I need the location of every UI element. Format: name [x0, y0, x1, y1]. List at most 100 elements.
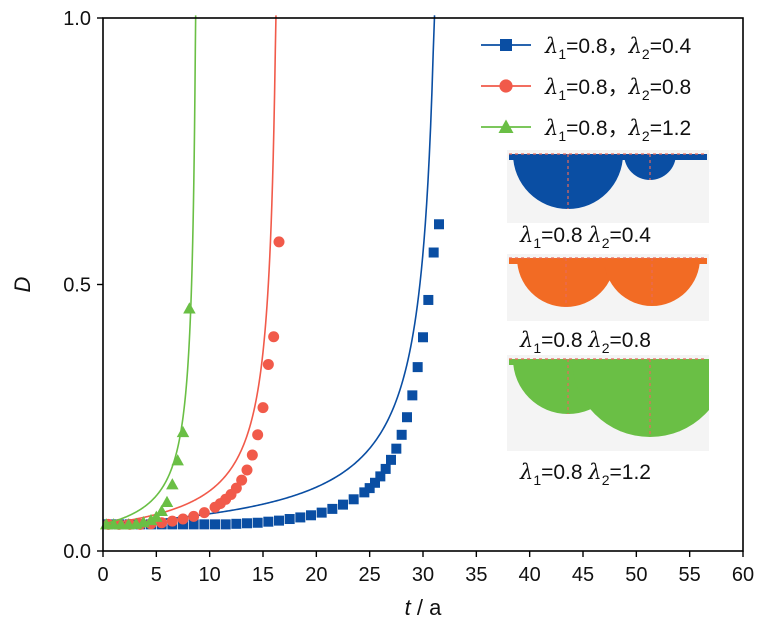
- cavity-top: [509, 258, 707, 264]
- series-3-point: [150, 510, 163, 522]
- series-3-point: [176, 425, 190, 438]
- cavity-top: [509, 154, 707, 160]
- x-tick-label: 5: [151, 564, 162, 586]
- series-3-point: [144, 513, 158, 526]
- inset-caption: λ1=0.8 λ2=1.2: [519, 460, 651, 488]
- series-1-point: [375, 471, 386, 482]
- series-2-point: [241, 464, 253, 476]
- series-1-point: [252, 517, 263, 528]
- geometry-inset-1: λ1=0.8 λ2=0.4: [507, 150, 709, 251]
- geometry-inset-3: λ1=0.8 λ2=1.2: [507, 355, 709, 488]
- cavity-top: [509, 359, 709, 365]
- x-tick-label: 0: [97, 564, 108, 586]
- legend-marker: [499, 79, 513, 93]
- y-tick-label: 0.0: [63, 541, 91, 563]
- inset-caption: λ1=0.8 λ2=0.4: [519, 223, 651, 251]
- series-1-point: [199, 519, 210, 530]
- legend: λ1=0.8，λ2=0.4 λ1=0.8，λ2=0.8 λ1=0.8，λ2=1.2: [481, 34, 691, 144]
- series-2-point: [177, 513, 189, 525]
- series-1-point: [364, 483, 375, 494]
- series-1-point: [418, 332, 428, 343]
- series-1-point: [231, 518, 242, 529]
- series-1-point: [370, 477, 380, 488]
- inset-caption: λ1=0.8 λ2=0.8: [519, 328, 651, 356]
- legend-entry-2: λ1=0.8，λ2=0.8: [481, 75, 691, 103]
- series-2-point: [246, 449, 258, 461]
- series-3-line: [102, 15, 197, 526]
- y-tick-label: 0.5: [63, 275, 91, 297]
- series-3: [99, 15, 197, 530]
- legend-entry-3: λ1=0.8，λ2=1.2: [481, 116, 691, 144]
- series-2-line: [102, 15, 277, 526]
- x-tick-label: 35: [465, 564, 487, 586]
- geometry-insets: λ1=0.8 λ2=0.4 λ1=0.8 λ2=0.8 λ1=0.8 λ2=1.2: [507, 150, 709, 488]
- series-2-point: [252, 429, 264, 441]
- axes-layer: 0 5 10 15 20 25 30 35 40 45 50 55 60 0.0 0.5 1.0 t / a D: [10, 8, 754, 620]
- legend-label: λ1=0.8，λ2=1.2: [544, 116, 691, 144]
- series-2-point: [166, 515, 178, 527]
- series-1-point: [316, 507, 327, 518]
- series-1-point: [263, 516, 274, 527]
- series-3-point: [166, 478, 179, 490]
- series-1-point: [220, 519, 231, 530]
- cavity-arc-2: [572, 359, 709, 437]
- cavity-arc-1: [517, 258, 615, 307]
- series-1-point: [284, 514, 295, 525]
- cavity-shape: [509, 154, 707, 209]
- x-tick-label: 20: [305, 564, 327, 586]
- series-1-point: [396, 429, 407, 440]
- geometry-inset-2: λ1=0.8 λ2=0.8: [507, 254, 709, 356]
- series-1-point: [274, 515, 284, 526]
- series-2-point: [236, 474, 248, 486]
- series-1-point: [359, 487, 370, 498]
- x-tick-label: 55: [679, 564, 701, 586]
- series-3-point: [155, 504, 168, 517]
- series-2-point: [257, 402, 269, 414]
- series-2-point: [262, 358, 274, 370]
- series-1-point: [412, 362, 423, 373]
- series-1-point: [428, 247, 439, 258]
- series-1-point: [391, 443, 402, 454]
- series-2-point: [273, 236, 285, 248]
- series-1-point: [188, 519, 199, 530]
- y-axis-title: D: [10, 276, 35, 292]
- series-1-point: [380, 463, 391, 474]
- legend-label: λ1=0.8，λ2=0.8: [544, 75, 691, 103]
- x-axis-title: t / a: [405, 595, 442, 620]
- series-1-point: [434, 219, 444, 230]
- x-tick-label: 40: [519, 564, 541, 586]
- series-1-point: [402, 412, 412, 423]
- cavity-shape: [509, 359, 709, 437]
- series-1-point: [295, 512, 306, 523]
- series-1-point: [423, 294, 434, 305]
- x-tick-label: 60: [732, 564, 754, 586]
- series-1-point: [210, 519, 220, 530]
- legend-marker: [498, 119, 514, 133]
- cavity-arc-1: [513, 154, 623, 209]
- series-1-point: [327, 503, 338, 514]
- series-3-point: [160, 495, 174, 507]
- series-3-point: [183, 302, 196, 314]
- x-tick-label: 50: [625, 564, 647, 586]
- series-3-point: [171, 454, 184, 466]
- x-tick-label: 10: [199, 564, 221, 586]
- series-2-point: [198, 507, 210, 519]
- cavity-arc-2: [624, 154, 676, 180]
- series-2-point: [268, 331, 280, 343]
- series-1-point: [338, 499, 348, 510]
- series-1: [102, 15, 444, 530]
- cavity-shape: [509, 258, 707, 307]
- x-tick-label: 30: [412, 564, 434, 586]
- series-2-point: [188, 510, 200, 522]
- legend-marker: [500, 39, 512, 51]
- series-1-point: [242, 518, 252, 529]
- y-tick-label: 1.0: [63, 8, 91, 30]
- x-tick-label: 25: [359, 564, 381, 586]
- series-1-point: [348, 494, 359, 505]
- series-1-point: [386, 454, 396, 465]
- cavity-arc-2: [604, 258, 700, 306]
- series-2: [102, 15, 285, 530]
- series-1-point: [306, 510, 316, 521]
- legend-entry-1: λ1=0.8，λ2=0.4: [481, 34, 691, 62]
